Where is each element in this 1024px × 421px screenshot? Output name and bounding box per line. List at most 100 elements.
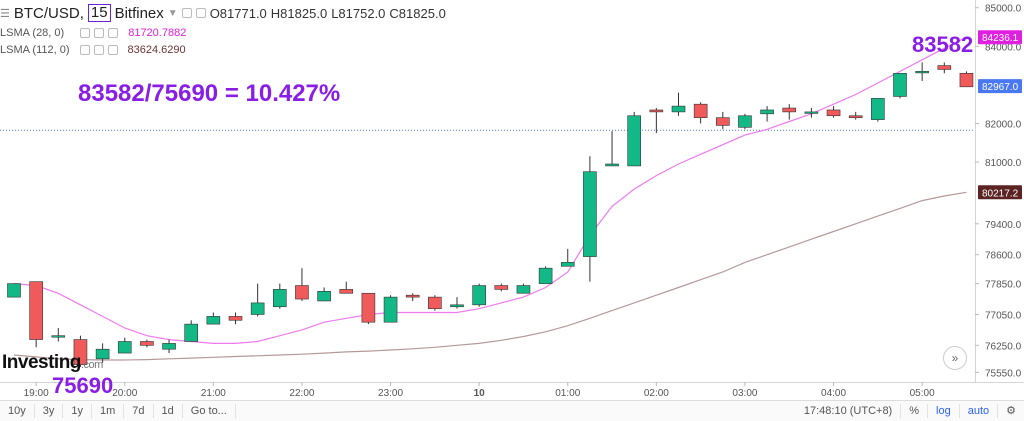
candle-body [162, 343, 176, 350]
price-label-text: 84236.1 [982, 33, 1019, 44]
candle-body [95, 348, 110, 360]
y-tick-label: 77850.0 [985, 280, 1022, 291]
y-tick-label: 79400.0 [985, 220, 1022, 231]
candle-body [560, 262, 575, 267]
interval-selector[interactable]: 15 [87, 4, 111, 22]
candle-body [295, 285, 309, 300]
candle-body [73, 339, 88, 365]
close-icon[interactable] [108, 28, 119, 38]
exchange-name: Bitfinex [114, 4, 164, 22]
x-tick-label: 10 [474, 388, 486, 399]
scroll-to-realtime-button[interactable]: » [943, 346, 967, 370]
candle-body [804, 111, 819, 114]
lsma-fast-line [13, 36, 967, 344]
logo-suffix-text: .com [80, 359, 103, 371]
y-tick-label: 82000.0 [985, 119, 1022, 130]
range-1d-button[interactable]: 1d [154, 404, 183, 418]
price-label-text: 82967.0 [982, 82, 1019, 93]
menu-icon[interactable]: ☰ [0, 7, 10, 20]
candle-body [494, 285, 509, 290]
range-7d-button[interactable]: 7d [124, 404, 154, 418]
visibility-icon[interactable] [181, 8, 192, 18]
x-tick-label: 19:00 [24, 388, 49, 399]
indicator-value: 81720.7882 [128, 27, 187, 39]
candle-body [250, 302, 265, 315]
candle-body [7, 283, 21, 298]
ratio-annotation: 83582/75690 = 10.427% [78, 80, 341, 107]
candle-body [206, 316, 221, 325]
low-price-annotation: 75690 [52, 373, 114, 398]
gear-icon[interactable]: ⚙ [1006, 405, 1016, 417]
candle-body [538, 267, 553, 284]
auto-toggle[interactable]: auto [960, 404, 999, 418]
high-value: H81825.0 [270, 5, 328, 21]
open-value: O81771.0 [209, 5, 267, 21]
settings-icon[interactable] [195, 8, 206, 18]
indicator-name[interactable]: LSMA (112, 0) [0, 44, 70, 56]
range-1y-button[interactable]: 1y [63, 404, 92, 418]
indicator-name[interactable]: LSMA (28, 0) [0, 27, 65, 39]
candle-body [184, 323, 198, 342]
x-tick-label: 21:00 [201, 388, 226, 399]
x-tick-label: 22:00 [289, 388, 314, 399]
visibility-icon[interactable] [79, 45, 90, 55]
investing-logo: Investing.com [2, 352, 103, 374]
candle-body [959, 73, 974, 88]
y-tick-label: 84000.0 [985, 42, 1022, 53]
candle-body [272, 289, 287, 308]
candle-body [937, 65, 952, 70]
candle-body [826, 109, 841, 117]
indicator-row-lsma-112: LSMA (112, 0) 83624.6290 [0, 44, 190, 56]
candle-body [871, 98, 885, 120]
settings-icon[interactable] [93, 45, 104, 55]
x-tick-label: 05:00 [910, 388, 935, 399]
goto-button[interactable]: Go to... [183, 404, 236, 418]
symbol-name[interactable]: BTC/USD, [13, 4, 84, 22]
low-value: L81752.0 [331, 5, 386, 21]
settings-icon[interactable] [94, 28, 105, 38]
candle-body [715, 117, 730, 126]
candle-body [428, 296, 442, 309]
candle-body [848, 115, 863, 118]
chart-legend-header: ☰ BTC/USD, 15 Bitfinex ▼ O81771.0 H81825… [0, 4, 450, 22]
x-tick-label: 23:00 [378, 388, 403, 399]
candle-body [649, 109, 664, 113]
chevron-down-icon[interactable]: ▼ [167, 7, 178, 19]
candle-body [383, 296, 398, 323]
close-icon[interactable] [107, 45, 118, 55]
log-toggle[interactable]: log [928, 404, 960, 418]
price-chart[interactable]: 85000.0 84000.0 82000.0 81000.0 79400.0 78600… [0, 0, 1024, 400]
x-tick-label: 01:00 [555, 388, 580, 399]
x-tick-label: 02:00 [644, 388, 669, 399]
range-1m-button[interactable]: 1m [92, 404, 125, 418]
range-10y-button[interactable]: 10y [0, 404, 35, 418]
range-3y-button[interactable]: 3y [35, 404, 64, 418]
percent-toggle[interactable]: % [901, 404, 929, 418]
lsma-slow-line [13, 191, 967, 361]
candle-body [450, 304, 464, 308]
candle-body [915, 71, 929, 74]
candle-body [361, 292, 376, 323]
candle-body [627, 115, 642, 167]
candle-body [339, 289, 354, 294]
x-tick-label: 20:00 [112, 388, 137, 399]
y-tick-label: 76250.0 [985, 341, 1022, 352]
clock-display: 17:48:10 (UTC+8) [796, 404, 902, 418]
candle-body [893, 73, 907, 97]
y-tick-label: 78600.0 [985, 251, 1022, 262]
candle-body [117, 341, 132, 354]
candle-body [516, 285, 531, 294]
visibility-icon[interactable] [80, 28, 91, 38]
candle-body [583, 171, 597, 257]
candle-body [228, 316, 243, 321]
price-label-text: 80217.2 [982, 188, 1019, 199]
high-price-annotation: 83582 [912, 32, 974, 57]
candle-body [29, 281, 43, 340]
logo-main-text: Investing [2, 352, 81, 373]
y-tick-label: 75550.0 [985, 368, 1022, 379]
y-tick-label: 77050.0 [985, 310, 1022, 321]
indicator-value: 83624.6290 [127, 44, 186, 56]
candle-body [140, 341, 154, 346]
x-tick-label: 03:00 [732, 388, 757, 399]
price-label-box [978, 79, 1022, 94]
